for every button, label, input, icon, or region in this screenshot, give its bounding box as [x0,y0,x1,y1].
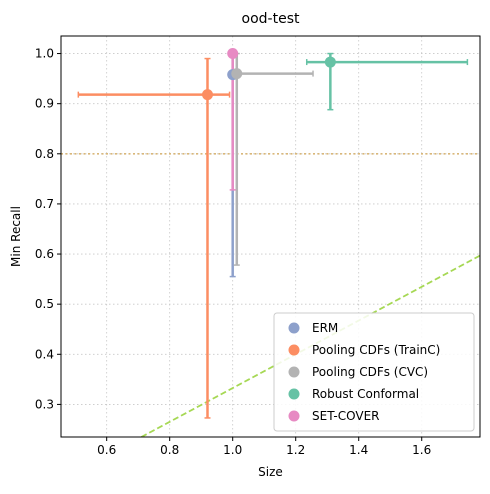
y-tick-label: 0.7 [35,197,54,211]
legend-label-pooling-cdfs-cvc: Pooling CDFs (CVC) [312,365,428,379]
axes-frame [60,35,481,438]
legend-box [273,312,475,432]
x-tick-label: 1.6 [412,443,431,457]
y-tick-label: 0.3 [35,397,54,411]
plot-area: 0.6 0.8 1.0 1.2 1.4 1.6 0.3 0.4 0.5 0.6 0.7 0.8 0.9 1… [35,35,481,457]
y-tick-label: 0.5 [35,297,54,311]
legend-label-pooling-cdfs-trainc: Pooling CDFs (TrainC) [312,343,440,357]
legend-label-set-cover: SET-COVER [312,409,380,423]
legend-marker-pooling-cdfs-cvc [288,366,300,378]
pooling-cdfs-trainc-point [201,89,213,101]
robust-conformal-point [324,56,336,68]
x-tick-label: 1.2 [286,443,305,457]
y-tick-label: 0.8 [35,147,54,161]
y-axis-label: Min Recall [9,206,23,267]
legend-marker-set-cover [288,410,300,422]
legend-marker-pooling-cdfs-trainc [288,344,300,356]
x-axis-label: Size [258,465,283,479]
legend-marker-robust-conformal [288,388,300,400]
pooling-cdfs-cvc-point [231,68,243,80]
legend-label-erm: ERM [312,321,338,335]
set-cover-point [227,48,239,60]
chart-title: ood-test [242,11,300,27]
x-tick-label: 1.0 [223,443,242,457]
x-tick-label: 0.8 [160,443,179,457]
legend-label-robust-conformal: Robust Conformal [312,387,419,401]
y-tick-label: 1.0 [35,47,54,61]
y-tick-label: 0.4 [35,347,54,361]
legend-marker-erm [288,322,300,334]
y-tick-label: 0.9 [35,97,54,111]
x-tick-label: 1.4 [349,443,368,457]
y-tick-label: 0.6 [35,247,54,261]
x-tick-label: 0.6 [97,443,116,457]
